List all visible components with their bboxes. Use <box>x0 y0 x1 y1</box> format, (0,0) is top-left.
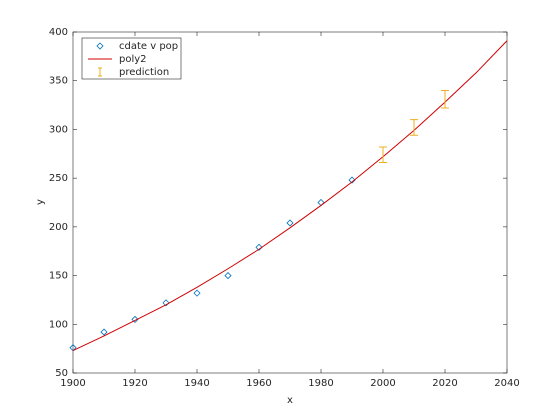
y-tick-label: 350 <box>49 76 68 87</box>
marker <box>193 289 201 297</box>
marker <box>100 328 108 336</box>
x-tick-label: 1980 <box>308 378 333 389</box>
fit-line <box>72 40 508 352</box>
x-axis-label: x <box>287 395 293 406</box>
legend-label: prediction <box>119 67 169 78</box>
y-tick-label: 400 <box>49 27 68 38</box>
marker <box>255 243 263 251</box>
marker <box>224 272 232 280</box>
legend-label: cdate v pop <box>119 41 178 52</box>
x-tick-label: 1960 <box>246 378 271 389</box>
y-axis-label: y <box>35 199 46 205</box>
y-tick-label: 250 <box>49 173 68 184</box>
legend-marker <box>96 42 104 50</box>
x-tick-label: 1940 <box>184 378 209 389</box>
x-tick-label: 1920 <box>122 378 147 389</box>
legend-errorbar <box>98 67 102 77</box>
x-tick-label: 1900 <box>60 378 85 389</box>
error-bar <box>441 89 449 109</box>
x-tick-label: 2020 <box>432 378 457 389</box>
marker <box>69 344 77 352</box>
x-tick-label: 2040 <box>494 378 519 389</box>
marker <box>162 299 170 307</box>
legend-label: poly2 <box>119 54 147 65</box>
y-tick-label: 150 <box>49 271 68 282</box>
marker <box>131 315 139 323</box>
y-tick-label: 200 <box>49 222 68 233</box>
marker <box>286 219 294 227</box>
error-bar <box>410 119 418 136</box>
y-tick-label: 300 <box>49 124 68 135</box>
marker <box>348 176 356 184</box>
axes-box <box>72 31 508 374</box>
error-bar <box>379 146 387 164</box>
y-tick-label: 50 <box>55 368 68 379</box>
x-tick-label: 2000 <box>370 378 395 389</box>
y-tick-label: 100 <box>49 319 68 330</box>
